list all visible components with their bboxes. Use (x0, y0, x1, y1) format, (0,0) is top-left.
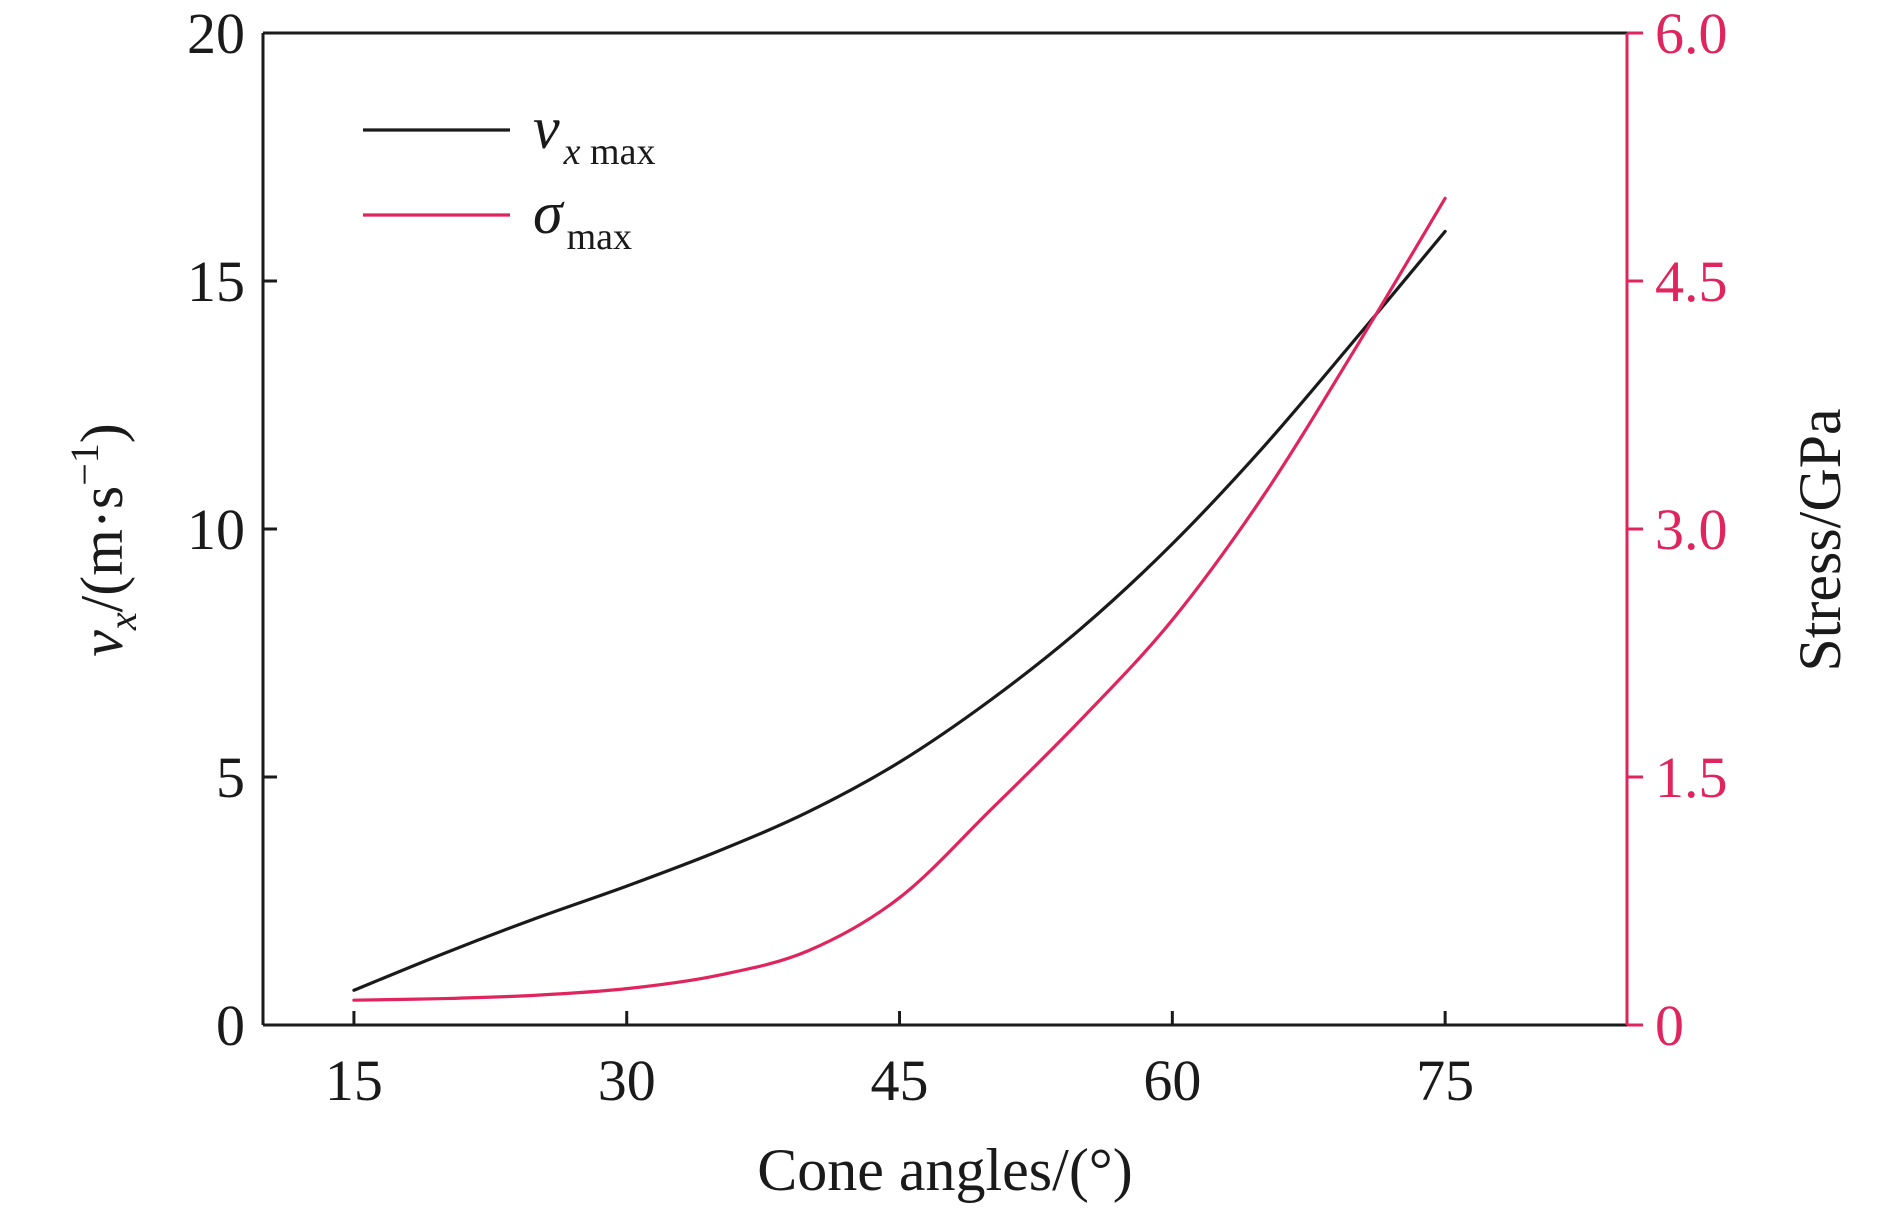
x-tick-label: 75 (1416, 1048, 1474, 1113)
x-tick-label: 60 (1143, 1048, 1201, 1113)
y2-axis-title: Stress/GPa (1787, 408, 1853, 671)
y-tick-label: 15 (187, 249, 245, 314)
y2-tick-label: 3.0 (1655, 497, 1728, 562)
y2-tick-label: 1.5 (1655, 745, 1728, 810)
x-tick-label: 30 (598, 1048, 656, 1113)
x-tick-label: 45 (871, 1048, 929, 1113)
x-tick-label: 15 (325, 1048, 383, 1113)
y-axis-title: vx/(m·s−1) (62, 423, 145, 657)
y-tick-label: 0 (216, 993, 245, 1058)
axis-labels: Cone angles/(°) vx/(m·s−1) Stress/GPa (62, 408, 1853, 1203)
y2-tick-label: 6.0 (1655, 1, 1728, 66)
x-axis-title: Cone angles/(°) (757, 1137, 1133, 1203)
series-layer (352, 196, 1447, 1002)
axes-layer: 15 30 45 60 75 0 5 10 15 20 0 1.5 3.0 4.5 6.0 (187, 1, 1728, 1113)
series-line-sigma-max (352, 196, 1447, 1002)
y-tick-label: 10 (187, 497, 245, 562)
legend-label: σ max (533, 180, 632, 258)
y2-tick-label: 4.5 (1655, 249, 1728, 314)
y2-tick-label: 0 (1655, 993, 1684, 1058)
y-tick-label: 20 (187, 1, 245, 66)
y-tick-label: 5 (216, 745, 245, 810)
series-line-vx-max (352, 229, 1447, 992)
